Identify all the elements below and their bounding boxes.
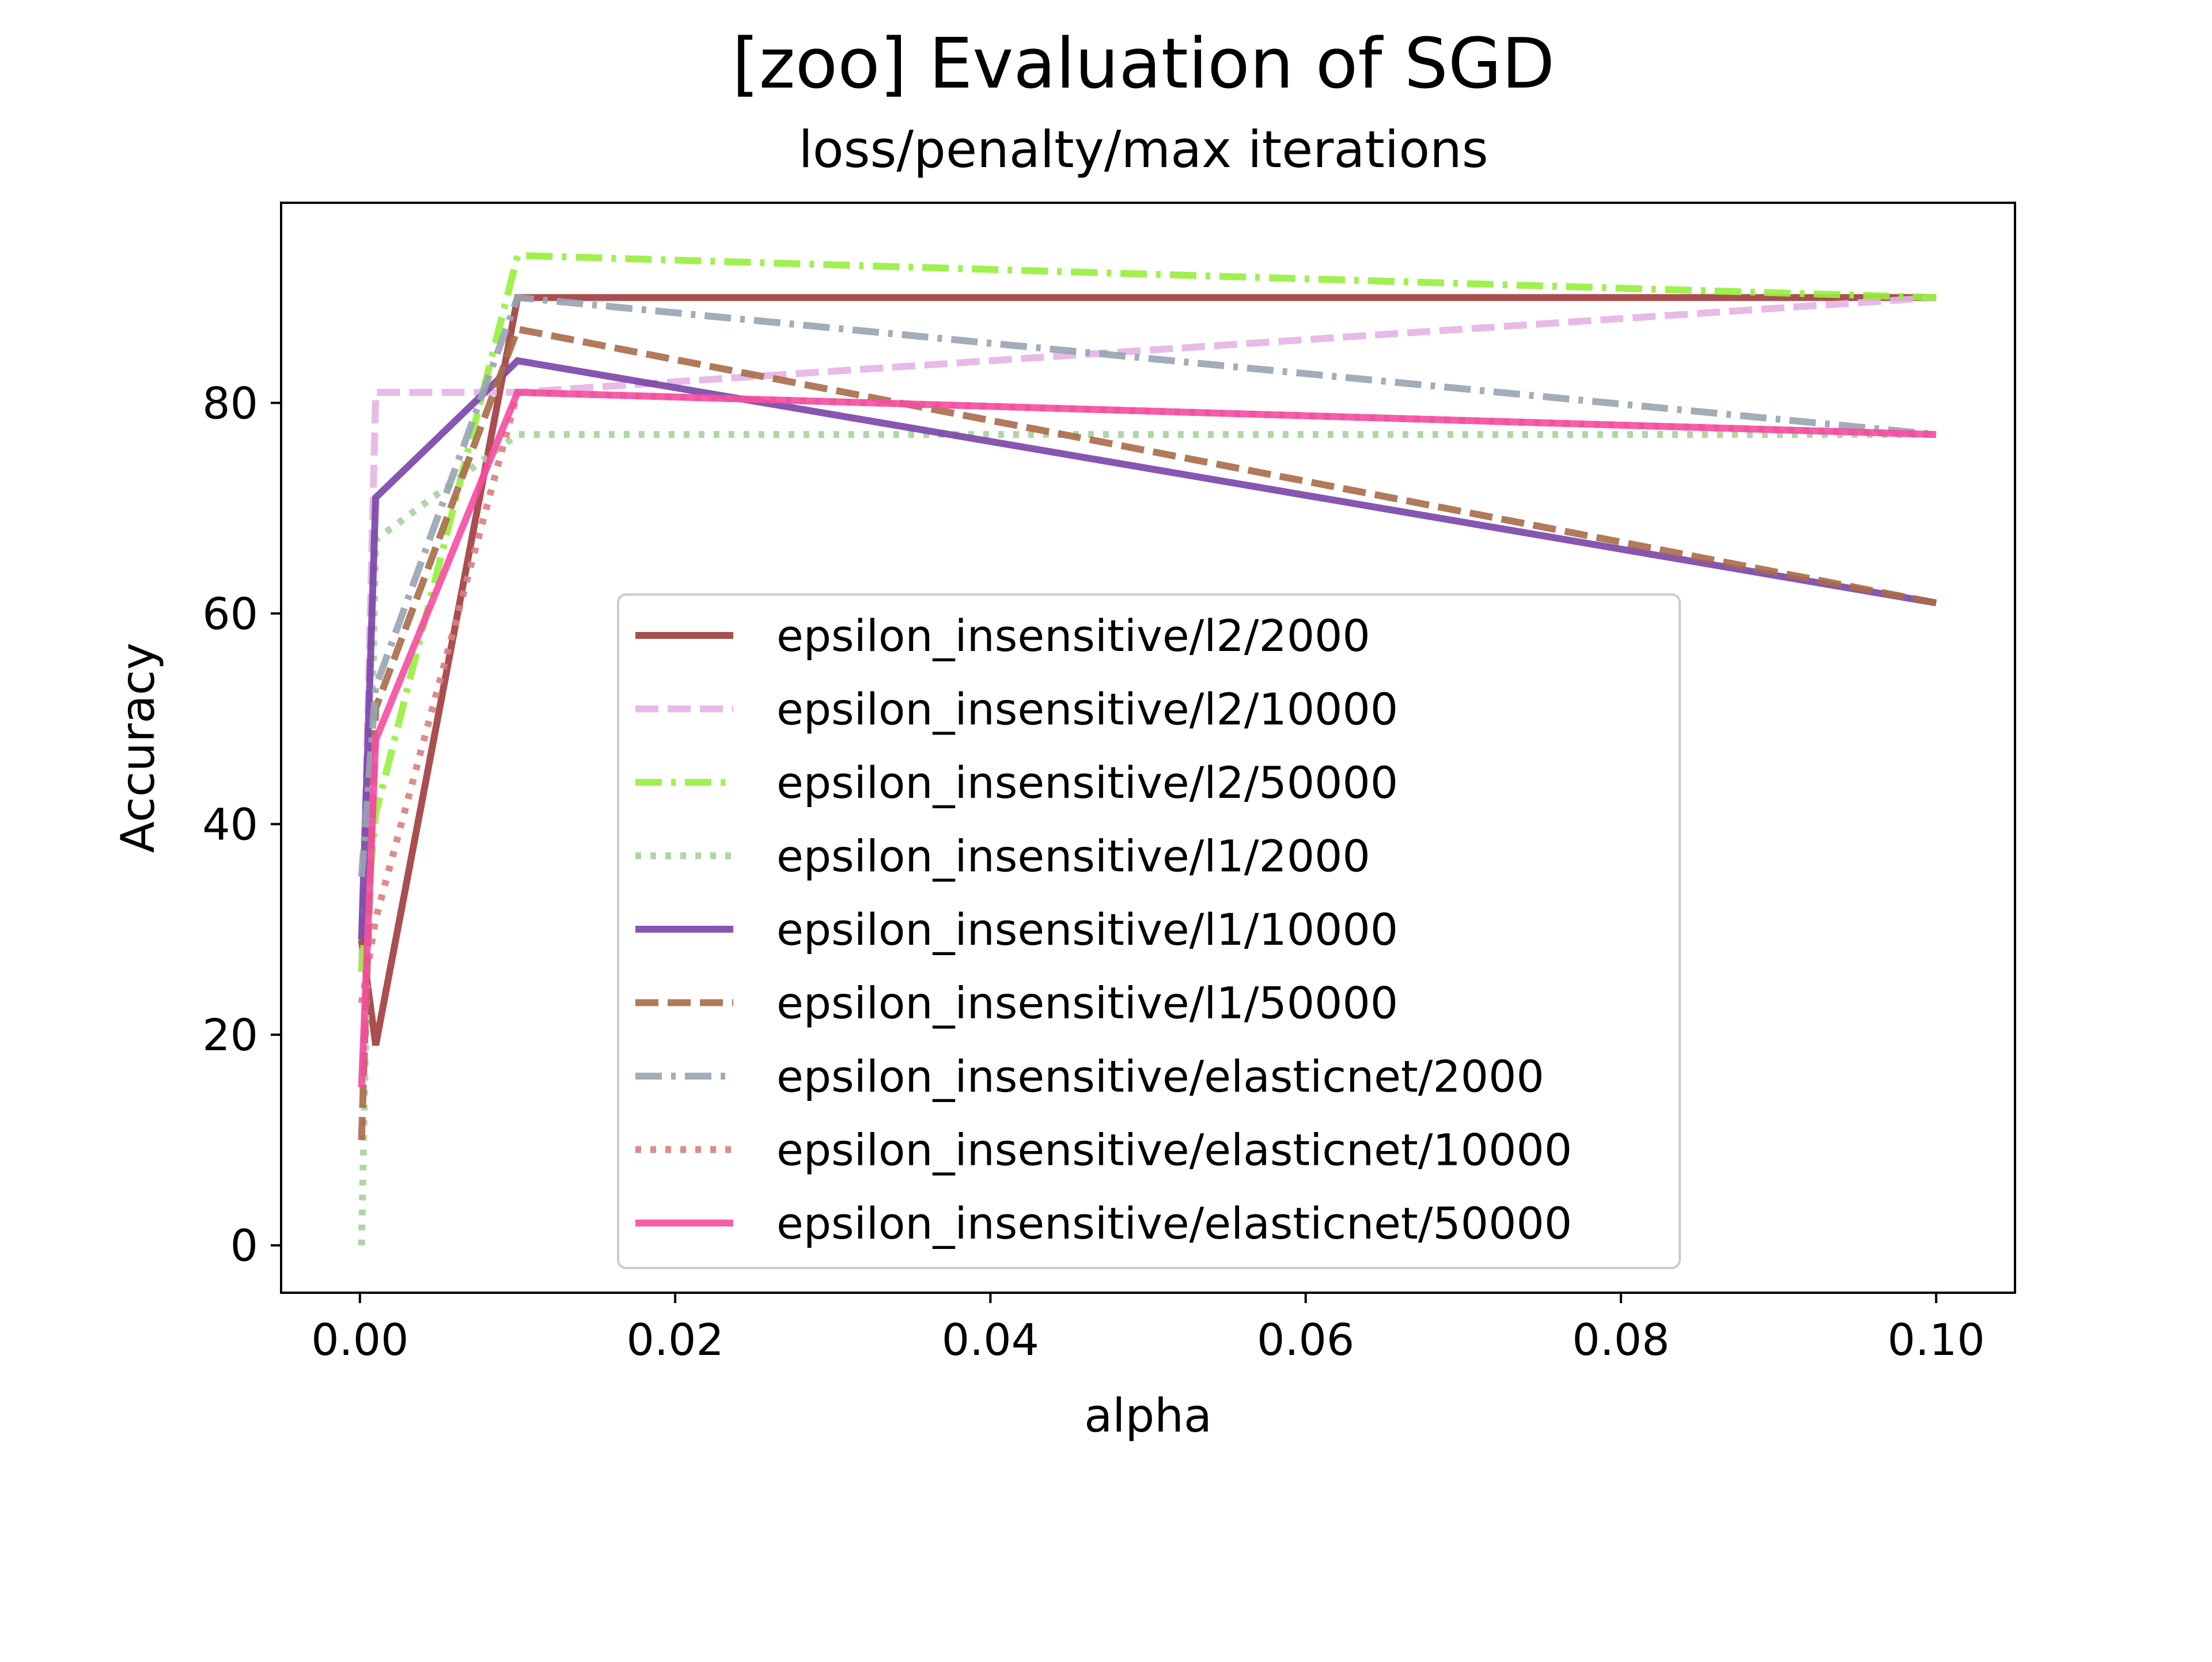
x-axis-label: alpha (1084, 1389, 1212, 1443)
x-tick-label: 0.10 (1888, 1314, 1985, 1365)
series-line-2 (358, 294, 1937, 972)
legend-label-8: epsilon_insensitive/elasticnet/10000 (777, 1125, 1572, 1176)
series-layer (358, 252, 1937, 1245)
legend-label-9: epsilon_insensitive/elasticnet/50000 (777, 1198, 1572, 1249)
chart-title: [zoo] Evaluation of SGD (732, 24, 1555, 104)
y-axis: 0 20 40 60 80 (202, 377, 281, 1271)
plot-frame (280, 202, 2016, 1294)
y-tick-label: 0 (230, 1220, 258, 1271)
series-line-9 (358, 388, 1937, 1088)
legend-label-2: epsilon_insensitive/l2/10000 (777, 684, 1398, 735)
legend-label-6: epsilon_insensitive/l1/50000 (777, 978, 1398, 1029)
x-tick-label: 0.04 (942, 1314, 1039, 1365)
legend: epsilon_insensitive/l2/2000 epsilon_insen… (617, 593, 1681, 1269)
y-tick-label: 20 (202, 1009, 258, 1061)
legend-label-3: epsilon_insensitive/l2/50000 (777, 757, 1398, 808)
y-tick-label: 60 (202, 588, 258, 639)
y-axis-label: Accuracy (111, 642, 165, 853)
x-tick-label: 0.00 (311, 1314, 408, 1365)
x-tick-label: 0.08 (1572, 1314, 1669, 1365)
legend-box (617, 593, 1681, 1269)
legend-label-5: epsilon_insensitive/l1/10000 (777, 904, 1398, 955)
x-tick-label: 0.06 (1257, 1314, 1354, 1365)
legend-label-4: epsilon_insensitive/l1/2000 (777, 831, 1370, 882)
legend-label-1: epsilon_insensitive/l2/2000 (777, 610, 1370, 661)
series-line-3 (358, 252, 1937, 972)
legend-label-7: epsilon_insensitive/elasticnet/2000 (777, 1051, 1544, 1102)
x-axis: 0.00 0.02 0.04 0.06 0.08 0.10 (311, 1293, 1985, 1365)
series-line-5 (358, 357, 1937, 940)
x-tick-label: 0.02 (626, 1314, 724, 1365)
chart-subtitle: loss/penalty/max iterations (798, 120, 1488, 179)
series-line-7 (358, 294, 1937, 877)
y-tick-label: 40 (202, 799, 258, 850)
y-tick-label: 80 (202, 377, 258, 429)
